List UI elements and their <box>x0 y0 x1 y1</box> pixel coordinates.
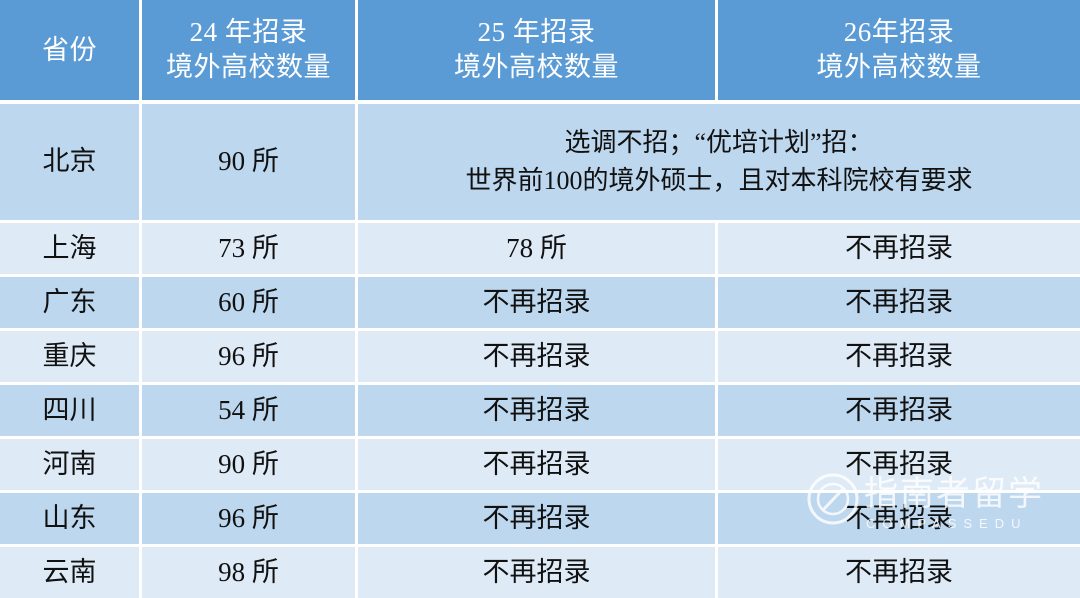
table-body: 北京 90 所 选调不招；“优培计划”招： 世界前100的境外硕士，且对本科院校… <box>0 104 1080 598</box>
cell-policy-note: 选调不招；“优培计划”招： 世界前100的境外硕士，且对本科院校有要求 <box>358 104 1080 223</box>
cell-year-24: 96 所 <box>142 493 358 547</box>
cell-year-25: 不再招录 <box>358 385 718 439</box>
cell-year-25: 不再招录 <box>358 331 718 385</box>
header-row: 省份 24 年招录 境外高校数量 25 年招录 境外高校数量 26年招录 境外高… <box>0 0 1080 104</box>
cell-year-24: 96 所 <box>142 331 358 385</box>
cell-year-26: 不再招录 <box>718 547 1080 598</box>
column-header-year-25-line-2: 境外高校数量 <box>454 52 619 82</box>
cell-year-24: 54 所 <box>142 385 358 439</box>
column-header-province: 省份 <box>0 0 142 104</box>
table-row: 河南 90 所 不再招录 不再招录 <box>0 439 1080 493</box>
column-header-year-26: 26年招录 境外高校数量 <box>718 0 1080 104</box>
cell-province: 重庆 <box>0 331 142 385</box>
cell-year-24: 60 所 <box>142 277 358 331</box>
cell-year-25: 不再招录 <box>358 277 718 331</box>
table-row: 山东 96 所 不再招录 不再招录 <box>0 493 1080 547</box>
cell-year-24: 90 所 <box>142 439 358 493</box>
table-row: 重庆 96 所 不再招录 不再招录 <box>0 331 1080 385</box>
cell-province: 上海 <box>0 223 142 277</box>
column-header-year-25-line-1: 25 年招录 <box>477 17 596 48</box>
cell-province: 山东 <box>0 493 142 547</box>
column-header-year-24-line-2: 境外高校数量 <box>166 52 331 82</box>
cell-policy-note-line-1: 选调不招；“优培计划”招： <box>564 127 874 157</box>
cell-year-25: 不再招录 <box>358 439 718 493</box>
table-row: 北京 90 所 选调不招；“优培计划”招： 世界前100的境外硕士，且对本科院校… <box>0 104 1080 223</box>
table-row: 上海 73 所 78 所 不再招录 <box>0 223 1080 277</box>
cell-province: 河南 <box>0 439 142 493</box>
table-row: 广东 60 所 不再招录 不再招录 <box>0 277 1080 331</box>
cell-year-24: 73 所 <box>142 223 358 277</box>
cell-province: 云南 <box>0 547 142 598</box>
cell-year-26: 不再招录 <box>718 277 1080 331</box>
column-header-year-24: 24 年招录 境外高校数量 <box>142 0 358 104</box>
cell-year-26: 不再招录 <box>718 385 1080 439</box>
cell-year-26: 不再招录 <box>718 331 1080 385</box>
cell-policy-note-line-2: 世界前100的境外硕士，且对本科院校有要求 <box>465 166 973 195</box>
cell-year-25: 不再招录 <box>358 493 718 547</box>
cell-year-24: 90 所 <box>142 104 358 223</box>
column-header-province-line-1: 省份 <box>42 34 97 65</box>
cell-year-26: 不再招录 <box>718 223 1080 277</box>
cell-year-25: 78 所 <box>358 223 718 277</box>
table-header: 省份 24 年招录 境外高校数量 25 年招录 境外高校数量 26年招录 境外高… <box>0 0 1080 104</box>
cell-province: 四川 <box>0 385 142 439</box>
column-header-year-26-line-2: 境外高校数量 <box>816 52 982 82</box>
table-row: 云南 98 所 不再招录 不再招录 <box>0 547 1080 598</box>
column-header-year-25: 25 年招录 境外高校数量 <box>358 0 718 104</box>
cell-year-26: 不再招录 <box>718 439 1080 493</box>
column-header-year-24-line-1: 24 年招录 <box>189 17 308 48</box>
cell-province: 北京 <box>0 104 142 223</box>
cell-year-26: 不再招录 <box>718 493 1080 547</box>
column-header-year-26-line-1: 26年招录 <box>843 17 955 48</box>
table-row: 四川 54 所 不再招录 不再招录 <box>0 385 1080 439</box>
cell-province: 广东 <box>0 277 142 331</box>
cell-year-24: 98 所 <box>142 547 358 598</box>
cell-year-25: 不再招录 <box>358 547 718 598</box>
